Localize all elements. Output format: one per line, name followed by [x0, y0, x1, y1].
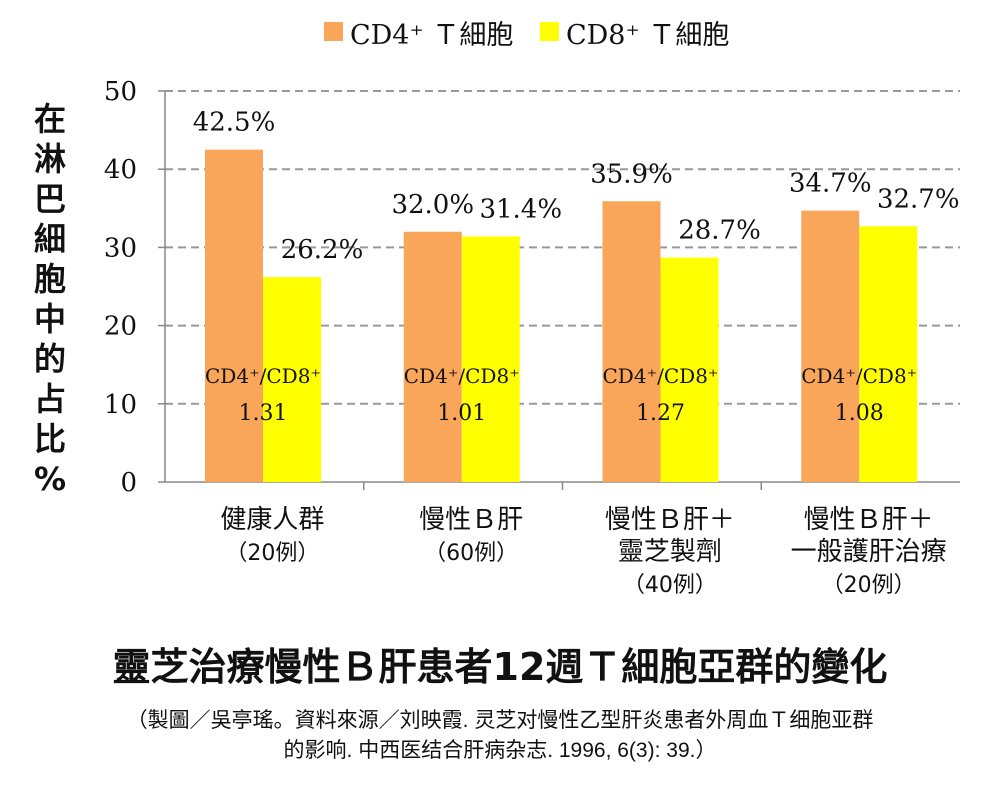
bar-cd8 [263, 277, 321, 482]
y-tick-label: 40 [104, 155, 137, 185]
ratio-label: CD4⁺/CD8⁺ [603, 364, 719, 388]
x-tick-label: 慢性Ｂ肝＋ [605, 505, 735, 535]
data-label: 31.4% [479, 194, 562, 224]
legend-swatch [324, 22, 343, 41]
data-label: 32.0% [391, 190, 474, 220]
y-axis-label-char: 巴 [34, 180, 66, 218]
data-label: 32.7% [877, 184, 960, 214]
x-tick-label: （40例） [623, 573, 717, 598]
x-tick-label: 健康人群 [220, 505, 324, 535]
y-axis-label-char: 淋 [34, 140, 66, 178]
y-axis-label-char: 中 [34, 300, 66, 338]
y-axis-label-char: 胞 [34, 260, 66, 298]
legend-swatch [540, 22, 559, 41]
caption-line: 的影响. 中西医结合肝病杂志. 1996, 6(3): 39.） [283, 739, 717, 762]
y-tick-label: 50 [104, 77, 137, 107]
legend-label: CD4⁺ Ｔ細胞 [350, 20, 513, 51]
x-tick-label: （20例） [225, 541, 319, 566]
ratio-value: 1.31 [239, 401, 288, 426]
legend-label: CD8⁺ Ｔ細胞 [566, 20, 729, 51]
chart-title: 靈芝治療慢性Ｂ肝患者12週Ｔ細胞亞群的變化 [112, 645, 888, 689]
bar-cd4 [205, 149, 263, 482]
y-tick-label: 20 [104, 312, 137, 342]
bar-cd4 [602, 201, 661, 482]
x-tick-label: 靈芝製劑 [618, 537, 722, 567]
ratio-label: CD4⁺/CD8⁺ [404, 364, 520, 388]
chart-caption: （製圖／吳亭瑤。資料來源／刘映霞. 灵芝对慢性乙型肝炎患者外周血Ｔ细胞亚群 的影… [0, 706, 1000, 766]
x-tick-label: 一般護肝治療 [791, 537, 947, 567]
data-label: 34.7% [789, 169, 872, 199]
y-axis-label-char: 在 [34, 100, 66, 138]
y-axis-label-char: % [34, 460, 66, 498]
x-tick-label: （20例） [822, 573, 916, 598]
y-axis-label-char: 細 [34, 220, 66, 258]
x-tick-label: 慢性Ｂ肝＋ [804, 505, 934, 535]
ratio-value: 1.27 [636, 401, 685, 426]
bar-cd8 [461, 236, 520, 482]
bar-cd8 [660, 257, 719, 482]
ratio-value: 1.01 [437, 401, 486, 426]
y-tick-label: 30 [104, 233, 137, 263]
caption-line: （製圖／吳亭瑤。資料來源／刘映霞. 灵芝对慢性乙型肝炎患者外周血Ｔ细胞亚群 [126, 709, 874, 732]
ratio-label: CD4⁺/CD8⁺ [205, 364, 321, 388]
x-tick-label: 慢性Ｂ肝 [419, 505, 523, 535]
y-tick-label: 0 [120, 468, 137, 498]
ratio-value: 1.08 [835, 401, 884, 426]
bar-cd4 [403, 231, 462, 482]
data-label: 28.7% [678, 216, 761, 246]
x-tick-label: （60例） [424, 541, 518, 566]
data-label: 42.5% [193, 108, 276, 138]
y-axis-label-char: 比 [34, 420, 66, 458]
y-tick-label: 10 [104, 390, 137, 420]
data-label: 35.9% [590, 159, 673, 189]
ratio-label: CD4⁺/CD8⁺ [801, 364, 917, 388]
bar-cd8 [859, 226, 918, 482]
y-axis-label-char: 的 [34, 340, 66, 378]
data-label: 26.2% [281, 235, 364, 265]
bar-cd4 [801, 210, 860, 482]
y-axis-label-char: 占 [34, 380, 66, 418]
